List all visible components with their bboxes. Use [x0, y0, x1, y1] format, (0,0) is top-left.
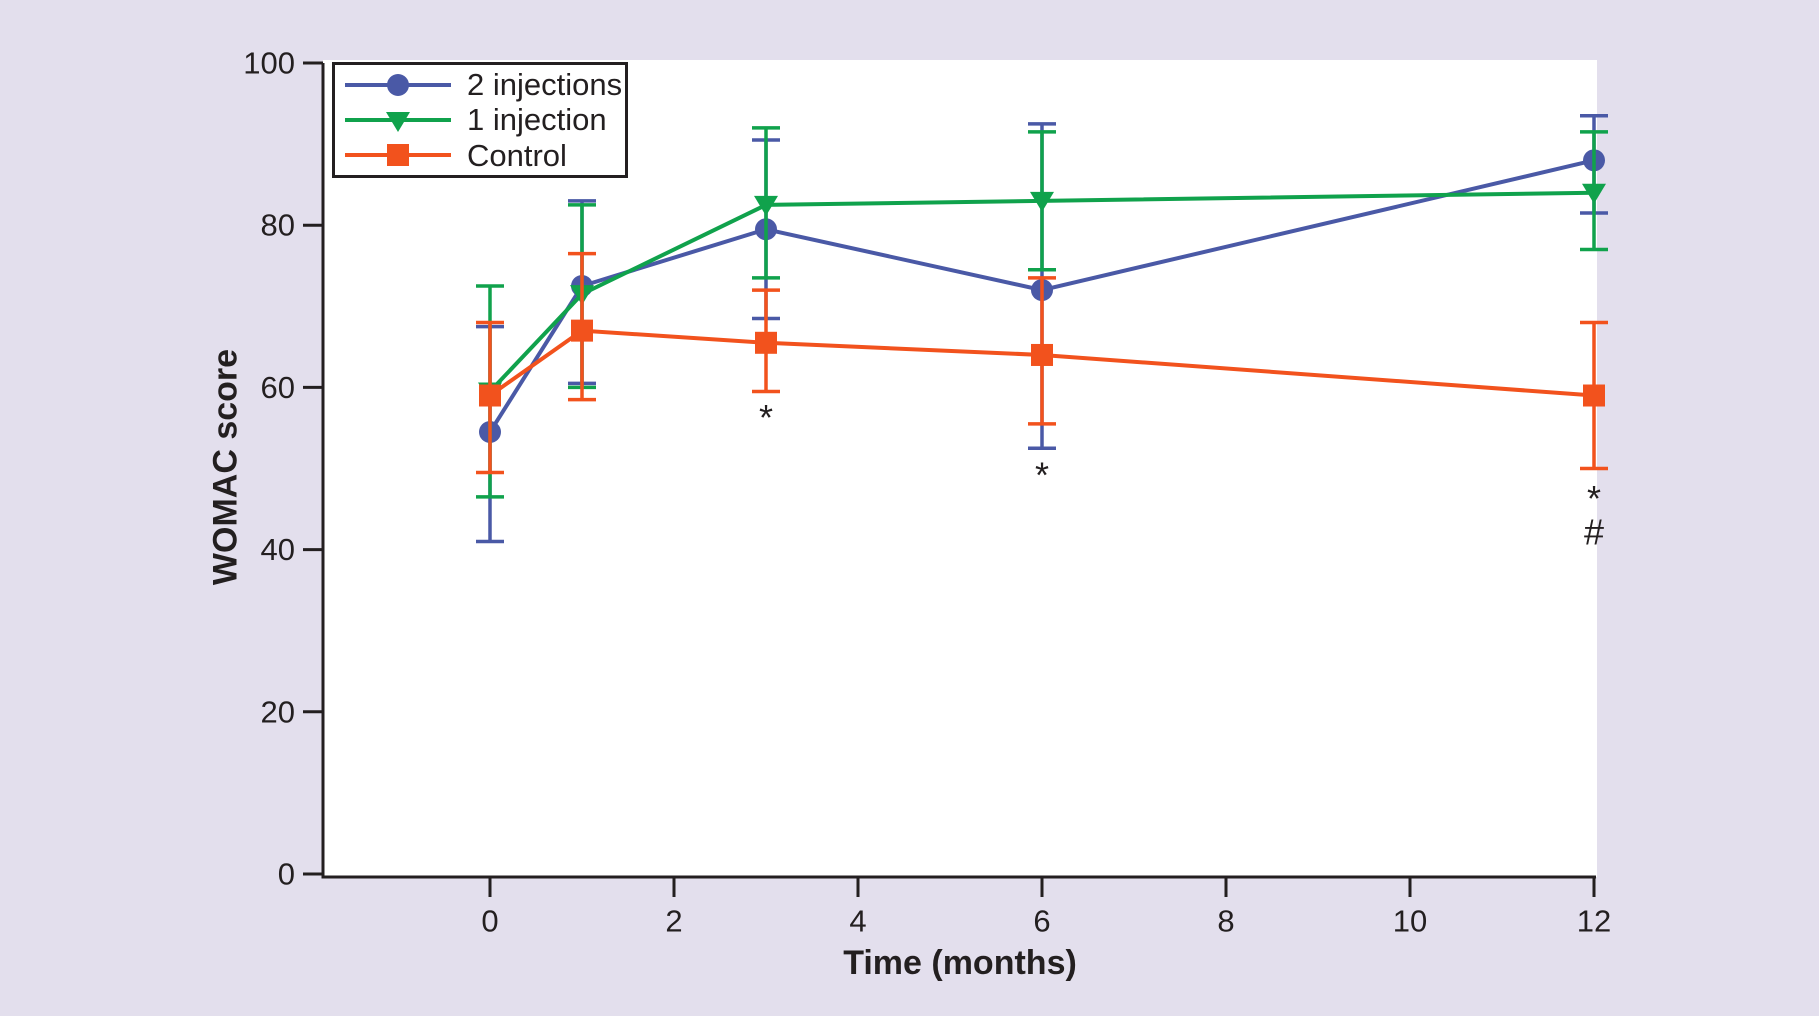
x-tick-label: 6: [1033, 903, 1050, 938]
data-point-square: [755, 331, 777, 354]
legend-item-control: Control: [335, 138, 625, 172]
data-point-triangle: [754, 195, 778, 216]
legend-item-2-injections: 2 injections: [335, 68, 625, 102]
legend-label: Control: [467, 137, 567, 173]
legend-marker-circle-icon: [345, 73, 451, 96]
x-tick-label: 2: [665, 903, 682, 938]
y-tick-label: 40: [261, 532, 295, 567]
significance-annotation: *: [759, 397, 773, 438]
data-point-square: [571, 319, 593, 342]
significance-annotation: *: [1035, 454, 1049, 495]
data-point-square: [1583, 384, 1605, 407]
x-tick-label: 12: [1577, 903, 1611, 938]
legend-label: 2 injections: [467, 67, 623, 103]
data-point-square: [1031, 343, 1053, 366]
y-tick-label: 20: [261, 694, 295, 729]
data-point-square: [479, 384, 501, 407]
x-tick-label: 10: [1393, 903, 1427, 938]
legend-glyph-shape: [387, 73, 409, 96]
x-tick-label: 4: [849, 903, 866, 938]
y-tick-label: 80: [261, 208, 295, 243]
data-point-triangle: [1582, 183, 1606, 204]
legend-label: 1 injection: [467, 102, 607, 138]
legend-marker-square-icon: [345, 144, 451, 167]
y-tick-label: 0: [278, 857, 295, 892]
y-axis-title: WOMAC score: [206, 348, 245, 586]
significance-annotation: #: [1584, 511, 1604, 552]
legend: 2 injections 1 injection Control: [332, 62, 628, 178]
y-tick-label: 100: [243, 46, 295, 81]
legend-glyph-shape: [386, 111, 410, 132]
significance-annotation: *: [1587, 478, 1601, 519]
data-point-triangle: [1030, 191, 1054, 212]
x-tick-label: 0: [481, 903, 498, 938]
x-axis-title: Time (months): [843, 944, 1077, 982]
legend-marker-triangle-icon: [345, 111, 451, 132]
x-tick-label: 8: [1217, 903, 1234, 938]
legend-glyph-shape: [387, 144, 409, 167]
y-tick-label: 60: [261, 370, 295, 405]
legend-item-1-injection: 1 injection: [335, 103, 625, 137]
